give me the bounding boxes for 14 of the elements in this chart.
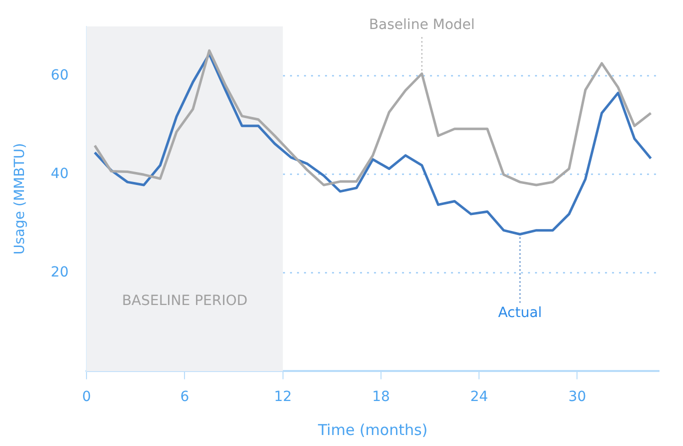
y-axis-title: Usage (MMBTU)	[12, 143, 28, 255]
annotation: Baseline Model	[368, 17, 475, 34]
x-tick-label: 18	[372, 389, 390, 406]
y-tick-label: 40	[50, 166, 69, 182]
x-axis-title: Time (months)	[316, 420, 428, 439]
x-tick-label: 0	[82, 389, 92, 406]
x-tick-label: 6	[180, 389, 190, 406]
y-tick-label: 60	[50, 67, 69, 84]
annotation: Actual	[498, 304, 542, 321]
x-tick-label: 30	[568, 389, 586, 406]
y-tick-label: 20	[50, 264, 69, 280]
x-tick-label: 12	[274, 389, 292, 406]
band-label: BASELINE PERIOD	[122, 292, 248, 309]
x-tick-label: 24	[470, 389, 488, 406]
